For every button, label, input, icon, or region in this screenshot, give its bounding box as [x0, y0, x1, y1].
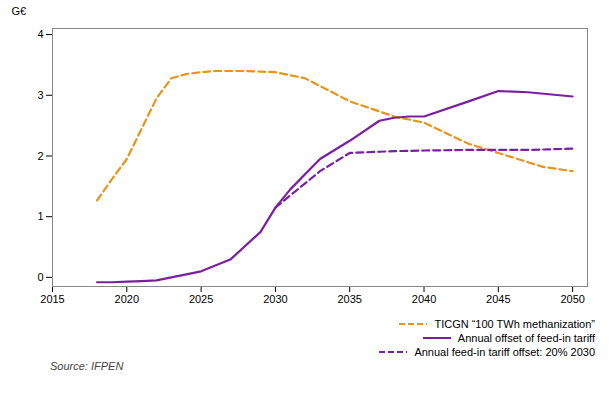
- svg-text:2045: 2045: [486, 293, 510, 305]
- svg-text:2035: 2035: [337, 293, 361, 305]
- html-text:Annual offset of feed-in tarif: Annual offset of feed-in tariff: [457, 332, 595, 344]
- svg-text:2030: 2030: [263, 293, 287, 305]
- svg-text:2040: 2040: [412, 293, 436, 305]
- html-text:Source: IFPEN: Source: IFPEN: [50, 360, 124, 372]
- svg-text:4: 4: [37, 28, 43, 40]
- svg-text:2050: 2050: [560, 293, 584, 305]
- svg-text:2: 2: [37, 150, 43, 162]
- svg-text:2020: 2020: [115, 293, 139, 305]
- html-text:Annual feed-in tariff offset:: Annual feed-in tariff offset: 20% 2030: [414, 346, 595, 358]
- html-text:TICGN “100 TWh methanization”: TICGN “100 TWh methanization”: [434, 318, 595, 330]
- svg-text:2025: 2025: [189, 293, 213, 305]
- svg-text:2015: 2015: [40, 293, 64, 305]
- svg-text:3: 3: [37, 89, 43, 101]
- svg-text:G€: G€: [12, 5, 27, 17]
- svg-text:0: 0: [37, 271, 43, 283]
- svg-text:1: 1: [37, 210, 43, 222]
